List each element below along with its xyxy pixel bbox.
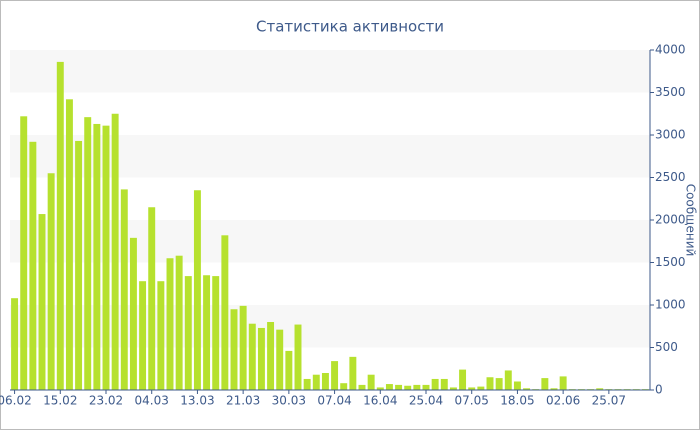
bar xyxy=(166,258,174,390)
bar xyxy=(129,237,137,390)
bar xyxy=(340,383,348,390)
x-tick-label: 16.04 xyxy=(363,394,397,408)
y-tick-label: 1500 xyxy=(655,255,686,269)
bar xyxy=(486,377,494,390)
x-tick-label: 04.03 xyxy=(135,394,169,408)
bar xyxy=(440,378,448,390)
bar xyxy=(157,281,165,390)
x-tick-label: 30.03 xyxy=(272,394,306,408)
bar xyxy=(276,329,284,390)
bar xyxy=(212,276,220,390)
bar xyxy=(111,113,119,390)
y-tick-label: 0 xyxy=(655,383,663,397)
bar xyxy=(303,378,311,390)
bar xyxy=(395,384,403,390)
bar xyxy=(358,384,366,390)
bar xyxy=(321,373,329,390)
x-tick-label: 21.03 xyxy=(226,394,260,408)
bar xyxy=(550,388,558,390)
x-tick-label: 23.02 xyxy=(89,394,123,408)
y-tick-label: 3000 xyxy=(655,128,686,142)
x-tick-label: 06.02 xyxy=(0,394,32,408)
bar xyxy=(38,214,46,390)
bar xyxy=(367,374,375,390)
bar xyxy=(29,141,37,390)
y-tick-label: 3500 xyxy=(655,85,686,99)
bar xyxy=(385,384,393,390)
grid-band xyxy=(10,50,650,93)
bar xyxy=(75,140,83,390)
bar xyxy=(148,207,156,390)
bar xyxy=(459,369,467,390)
bar xyxy=(523,388,531,390)
y-tick-label: 2500 xyxy=(655,170,686,184)
bar xyxy=(495,378,503,390)
bar xyxy=(431,378,439,390)
bar xyxy=(184,276,192,390)
bar xyxy=(84,117,92,391)
bar xyxy=(257,327,265,390)
x-tick-label: 25.04 xyxy=(409,394,443,408)
x-tick-label: 07.05 xyxy=(455,394,489,408)
y-tick-label: 500 xyxy=(655,340,678,354)
bar xyxy=(349,356,357,390)
bar xyxy=(102,125,110,391)
bar xyxy=(285,350,293,390)
x-tick-label: 15.02 xyxy=(43,394,77,408)
bar xyxy=(541,378,549,390)
bar xyxy=(477,386,485,390)
bar xyxy=(20,116,28,391)
bar xyxy=(93,123,101,390)
y-tick-label: 2000 xyxy=(655,213,686,227)
bar xyxy=(47,173,55,390)
bar xyxy=(65,99,73,391)
bar xyxy=(294,324,302,390)
bar xyxy=(239,305,247,390)
bar xyxy=(11,298,19,390)
chart-title: Статистика активности xyxy=(256,18,444,36)
y-tick-label: 1000 xyxy=(655,298,686,312)
x-tick-label: 18.05 xyxy=(500,394,534,408)
bar xyxy=(203,275,211,390)
y-tick-label: 4000 xyxy=(655,43,686,57)
bar xyxy=(404,385,412,390)
bar xyxy=(376,387,384,390)
bar xyxy=(221,235,229,390)
bar xyxy=(139,281,147,390)
bar xyxy=(56,61,64,391)
x-tick-label: 07.04 xyxy=(317,394,351,408)
bar xyxy=(331,361,339,390)
x-tick-label: 25.07 xyxy=(592,394,626,408)
x-tick-label: 13.03 xyxy=(180,394,214,408)
bar xyxy=(449,387,457,390)
bar xyxy=(513,381,521,390)
bar xyxy=(422,384,430,390)
y-axis-title: Сообщений xyxy=(684,184,698,257)
bar xyxy=(267,322,275,390)
bar xyxy=(413,384,421,390)
bar xyxy=(596,388,604,390)
bar xyxy=(175,255,183,390)
bar xyxy=(248,323,256,390)
bar xyxy=(559,376,567,390)
bar xyxy=(504,370,512,390)
bar xyxy=(193,190,201,390)
x-tick-label: 02.06 xyxy=(546,394,580,408)
bar xyxy=(230,309,238,390)
bar xyxy=(120,189,128,390)
bar xyxy=(312,374,320,390)
bar xyxy=(468,387,476,390)
